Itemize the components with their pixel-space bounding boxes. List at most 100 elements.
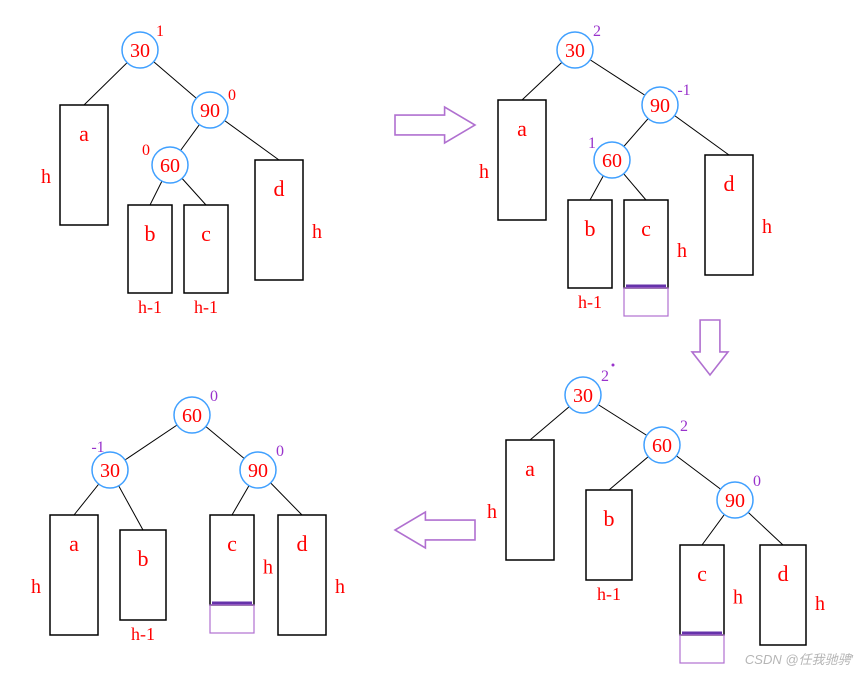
node-label: 90 bbox=[650, 95, 670, 117]
subtree-height-label: h bbox=[733, 587, 743, 609]
tree-node-90: 90 0 bbox=[717, 473, 761, 518]
subtree-height-label: h bbox=[479, 161, 489, 183]
subtree-label: c bbox=[697, 561, 707, 586]
tree-node-90: 90 0 bbox=[240, 443, 284, 488]
subtree-box bbox=[586, 490, 632, 580]
node-label: 90 bbox=[200, 100, 220, 122]
subtree-height-label: h-1 bbox=[138, 297, 162, 317]
subtree-a: ah bbox=[487, 440, 554, 560]
subtree-height-label: h bbox=[263, 557, 273, 579]
arrow-down-icon bbox=[692, 320, 728, 375]
subtree-b: b h-1 bbox=[128, 205, 172, 317]
subtree-height-label: h bbox=[677, 240, 687, 262]
balance-label: 0 bbox=[753, 473, 761, 490]
insert-box bbox=[210, 605, 254, 633]
subtree-a: ah bbox=[41, 105, 108, 225]
tree4: ahbh-1chdh60030-1900 bbox=[31, 388, 345, 644]
balance-label: 0 bbox=[276, 443, 284, 460]
balance-label: 2 bbox=[680, 418, 688, 435]
subtree-height-label: h bbox=[31, 576, 41, 598]
subtree-box bbox=[680, 545, 724, 635]
dot-icon bbox=[612, 364, 615, 367]
subtree-height-label: h-1 bbox=[131, 624, 155, 644]
balance-label: 1 bbox=[588, 135, 596, 152]
subtree-c: ch bbox=[624, 200, 687, 316]
subtree-a: ah bbox=[479, 100, 546, 220]
subtree-label: a bbox=[517, 116, 527, 141]
insert-box bbox=[624, 288, 668, 316]
subtree-height-label: h bbox=[487, 501, 497, 523]
node-label: 60 bbox=[652, 435, 672, 457]
tree-node-60: 60 0 bbox=[174, 388, 218, 433]
subtree-b: b h-1 bbox=[568, 200, 612, 312]
balance-label: 0 bbox=[210, 388, 218, 405]
subtree-box bbox=[760, 545, 806, 645]
tree-node-30: 302 bbox=[557, 23, 601, 68]
node-label: 90 bbox=[725, 490, 745, 512]
subtree-label: b bbox=[585, 216, 596, 241]
balance-label: -1 bbox=[91, 439, 104, 456]
tree-node-90: 90 0 bbox=[192, 87, 236, 128]
subtree-height-label: h bbox=[762, 216, 772, 238]
tree-node-60: 60 1 bbox=[588, 135, 630, 178]
subtree-d: dh bbox=[278, 515, 345, 635]
balance-label: 1 bbox=[156, 23, 164, 40]
arrow-left-icon bbox=[395, 512, 475, 548]
subtree-label: b bbox=[145, 221, 156, 246]
node-label: 30 bbox=[573, 385, 593, 407]
subtree-d: dh bbox=[760, 545, 825, 645]
subtree-b: b h-1 bbox=[120, 530, 166, 644]
subtree-label: d bbox=[297, 531, 308, 556]
arrow-shape bbox=[395, 512, 475, 548]
subtree-height-label: h-1 bbox=[578, 292, 602, 312]
subtree-c: ch-1 bbox=[184, 205, 228, 317]
node-label: 30 bbox=[100, 460, 120, 482]
tree3: ahbh-1chdh302602900 bbox=[487, 364, 825, 664]
subtree-height-label: h-1 bbox=[194, 297, 218, 317]
subtree-d: dh bbox=[705, 155, 772, 275]
balance-label: 2 bbox=[601, 368, 609, 385]
subtree-height-label: h bbox=[815, 593, 825, 615]
subtree-c: ch bbox=[680, 545, 743, 663]
tree-node-30: 30-1 bbox=[91, 439, 128, 488]
balance-label: 2 bbox=[593, 23, 601, 40]
watermark: CSDN @任我驰骋′ bbox=[745, 649, 853, 668]
subtree-height-label: h bbox=[41, 166, 51, 188]
subtree-label: a bbox=[69, 531, 79, 556]
node-label: 60 bbox=[602, 150, 622, 172]
subtree-d: dh bbox=[255, 160, 322, 280]
subtree-label: c bbox=[641, 216, 651, 241]
subtree-label: d bbox=[778, 561, 789, 586]
subtree-height-label: h bbox=[312, 221, 322, 243]
tree1: ahbh-1ch-1dh301900600 bbox=[41, 23, 322, 317]
balance-label: -1 bbox=[677, 82, 690, 99]
arrow-shape bbox=[692, 320, 728, 375]
insert-box bbox=[680, 635, 724, 663]
diagram-canvas: ahbh-1ch-1dh301900600ahbh-1chdh30290-160… bbox=[0, 0, 861, 674]
subtree-box bbox=[128, 205, 172, 293]
subtree-height-label: h-1 bbox=[597, 584, 621, 604]
tree-node-30: 30 2 bbox=[565, 368, 609, 413]
subtree-box bbox=[210, 515, 254, 605]
arrow-right-icon bbox=[395, 107, 475, 143]
tree-node-90: 90 -1 bbox=[642, 82, 691, 123]
tree-node-60: 60 0 bbox=[142, 142, 188, 183]
subtree-label: b bbox=[138, 546, 149, 571]
node-label: 90 bbox=[248, 460, 268, 482]
subtree-box bbox=[624, 200, 668, 288]
subtree-box bbox=[120, 530, 166, 620]
node-label: 30 bbox=[130, 40, 150, 62]
subtree-b: bh-1 bbox=[586, 490, 632, 604]
balance-label: 0 bbox=[228, 87, 236, 104]
node-label: 60 bbox=[182, 405, 202, 427]
subtree-label: d bbox=[724, 171, 735, 196]
subtree-box bbox=[568, 200, 612, 288]
subtree-label: a bbox=[79, 121, 89, 146]
balance-label: 0 bbox=[142, 142, 150, 159]
subtree-label: a bbox=[525, 456, 535, 481]
arrow-shape bbox=[395, 107, 475, 143]
node-label: 60 bbox=[160, 155, 180, 177]
subtree-c: ch bbox=[210, 515, 273, 633]
tree-node-60: 60 2 bbox=[644, 418, 688, 463]
subtree-height-label: h bbox=[335, 576, 345, 598]
